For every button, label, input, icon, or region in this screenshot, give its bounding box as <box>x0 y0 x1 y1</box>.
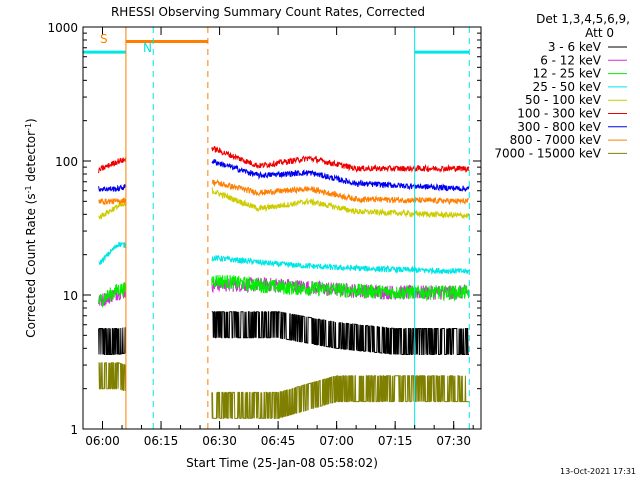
series-1-segment-1 <box>98 327 126 355</box>
series-8-segment-2 <box>211 178 470 206</box>
series-3-segment-2 <box>211 274 470 302</box>
series-7-segment-2 <box>211 158 470 192</box>
x-tick-label-0: 06:00 <box>85 434 120 448</box>
legend-label-6: 100 - 300 keV <box>517 107 601 121</box>
legend-label-8: 800 - 7000 keV <box>510 133 602 147</box>
legend-label-5: 50 - 100 keV <box>525 93 602 107</box>
x-tick-label-4: 07:00 <box>319 434 354 448</box>
series-6-trace <box>98 145 470 174</box>
series-8-trace <box>98 178 470 206</box>
legend-title-1: Det 1,3,4,5,6,9, <box>536 12 630 26</box>
series-8-segment-1 <box>98 197 126 206</box>
y-tick-label-1: 10 <box>63 289 78 303</box>
legend-label-7: 300 - 800 keV <box>517 120 601 134</box>
series-6-segment-1 <box>98 157 126 174</box>
series-1-segment-2 <box>211 311 469 355</box>
series-4-segment-1 <box>98 241 126 266</box>
legend-title-2: Att 0 <box>585 26 614 40</box>
x-tick-label-2: 06:30 <box>202 434 237 448</box>
y-tick-label-2: 100 <box>55 155 78 169</box>
series-3-segment-1 <box>98 282 126 308</box>
legend-label-4: 25 - 50 keV <box>533 80 602 94</box>
x-axis-label: Start Time (25-Jan-08 05:58:02) <box>186 456 378 470</box>
x-tick-label-1: 06:15 <box>144 434 179 448</box>
series-5-segment-2 <box>211 186 470 219</box>
series-4-segment-2 <box>211 254 470 275</box>
x-tick-label-5: 07:15 <box>378 434 413 448</box>
legend-label-1: 3 - 6 keV <box>548 40 602 54</box>
series-4-trace <box>98 241 470 275</box>
chart-title: RHESSI Observing Summary Count Rates, Co… <box>111 5 425 19</box>
series-9-segment-1 <box>98 362 126 392</box>
x-tick-label-3: 06:45 <box>261 434 296 448</box>
legend-label-3: 12 - 25 keV <box>533 67 602 81</box>
legend-label-9: 7000 - 15000 keV <box>494 146 601 160</box>
y-tick-label-0: 1 <box>70 423 78 437</box>
series-6-segment-2 <box>211 145 470 174</box>
marker-layer <box>83 27 470 429</box>
y-axis-label: Corrected Count Rate (s-1 detector-1) <box>24 118 39 337</box>
series-1-trace <box>98 311 469 355</box>
data-layer <box>98 145 470 419</box>
series-5-trace <box>98 186 470 220</box>
series-3-trace <box>98 274 470 308</box>
legend-label-2: 6 - 12 keV <box>540 53 602 67</box>
series-7-segment-1 <box>98 184 126 192</box>
tick-layer: 06:00 06:15 06:30 06:45 07:00 07:15 07:30 1 10 10… <box>47 21 481 448</box>
plot-frame <box>82 26 482 430</box>
y-tick-label-3: 1000 <box>47 21 78 35</box>
series-5-segment-1 <box>98 202 126 220</box>
footer-date: 13-Oct-2021 17:31 <box>560 467 636 476</box>
series-9-trace <box>98 362 469 419</box>
saa-flag-label: S <box>100 32 108 46</box>
x-tick-label-6: 07:30 <box>436 434 471 448</box>
series-7-trace <box>98 158 470 192</box>
night-flag-label: N <box>143 41 152 55</box>
series-9-segment-2 <box>211 375 469 419</box>
